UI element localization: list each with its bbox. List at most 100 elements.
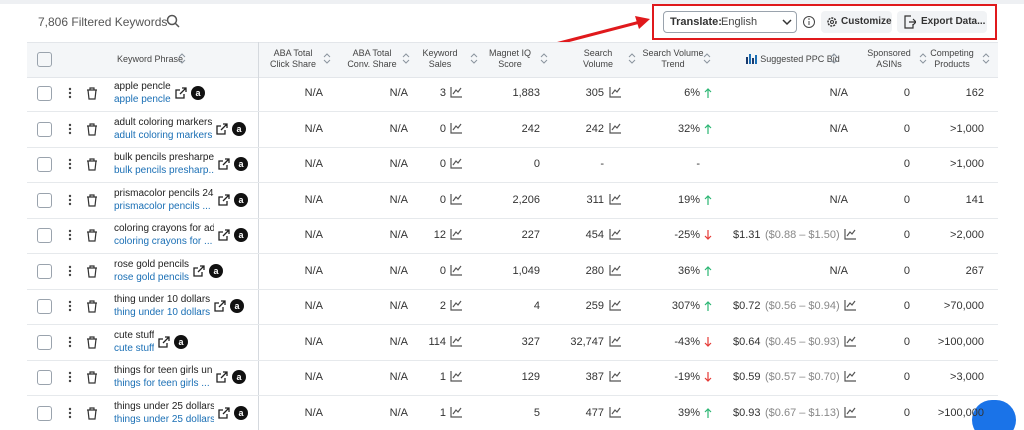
volume-chart-icon[interactable] bbox=[609, 299, 622, 314]
volume-chart-icon[interactable] bbox=[609, 86, 622, 101]
sales-chart-icon[interactable] bbox=[450, 299, 463, 314]
sales-chart-icon[interactable] bbox=[450, 122, 463, 137]
row-checkbox[interactable] bbox=[37, 228, 52, 243]
export-button[interactable]: Export Data... bbox=[897, 11, 987, 33]
sales-chart-icon[interactable] bbox=[450, 157, 463, 172]
row-menu[interactable] bbox=[68, 336, 72, 351]
volume-chart-icon[interactable] bbox=[609, 264, 622, 279]
sort-icon[interactable] bbox=[323, 53, 331, 67]
volume-trend: -43% bbox=[674, 335, 700, 348]
delete-icon[interactable] bbox=[86, 122, 98, 139]
sort-icon[interactable] bbox=[402, 53, 410, 67]
volume-chart-icon[interactable] bbox=[609, 335, 622, 350]
row-checkbox[interactable] bbox=[37, 121, 52, 137]
search-icon[interactable] bbox=[166, 14, 180, 28]
volume-chart-icon[interactable] bbox=[609, 228, 622, 243]
amazon-icon[interactable]: a bbox=[209, 263, 223, 281]
row-checkbox[interactable] bbox=[37, 370, 52, 385]
ppc-chart-icon[interactable] bbox=[844, 406, 857, 421]
row-menu[interactable] bbox=[68, 229, 72, 244]
delete-icon[interactable] bbox=[86, 371, 98, 387]
row-checkbox[interactable] bbox=[37, 334, 52, 350]
row-menu[interactable] bbox=[68, 371, 72, 386]
volume-trend: 39% bbox=[677, 406, 700, 419]
delete-icon[interactable] bbox=[86, 229, 98, 245]
row-menu[interactable] bbox=[68, 265, 72, 280]
delete-icon[interactable] bbox=[86, 158, 98, 174]
customize-button[interactable]: Customize bbox=[821, 11, 892, 33]
external-link[interactable] bbox=[218, 406, 230, 422]
sort-icon[interactable] bbox=[540, 53, 548, 67]
volume-chart-icon[interactable] bbox=[609, 370, 622, 385]
sort-icon[interactable] bbox=[178, 53, 186, 67]
volume-chart-icon[interactable] bbox=[609, 406, 622, 421]
row-checkbox[interactable] bbox=[37, 263, 52, 279]
row-menu[interactable] bbox=[68, 123, 72, 138]
row-menu[interactable] bbox=[68, 158, 72, 173]
delete-icon[interactable] bbox=[86, 335, 98, 352]
column-header: Keyword Phrase bbox=[116, 54, 184, 64]
row-menu[interactable] bbox=[68, 300, 72, 315]
trend-arrow bbox=[704, 87, 712, 102]
ppc-chart-icon[interactable] bbox=[844, 370, 857, 385]
volume-chart-icon[interactable] bbox=[609, 122, 622, 137]
sales-chart-icon[interactable] bbox=[450, 264, 463, 279]
ppc-chart-icon[interactable] bbox=[844, 335, 857, 350]
chat-bubble[interactable] bbox=[972, 400, 1016, 430]
row-menu[interactable] bbox=[68, 87, 72, 102]
amazon-icon[interactable]: a bbox=[232, 121, 246, 139]
row-checkbox[interactable] bbox=[37, 299, 52, 314]
row-checkbox[interactable] bbox=[37, 192, 52, 208]
ppc-chart-icon[interactable] bbox=[844, 228, 857, 243]
sales-chart-icon[interactable] bbox=[450, 335, 463, 350]
row-menu[interactable] bbox=[68, 194, 72, 209]
top-strip bbox=[0, 0, 1024, 4]
sort-icon[interactable] bbox=[470, 53, 478, 67]
volume-trend: - bbox=[696, 158, 700, 170]
external-link[interactable] bbox=[218, 158, 230, 173]
external-link[interactable] bbox=[214, 300, 226, 315]
row-checkbox[interactable] bbox=[37, 405, 52, 421]
delete-icon[interactable] bbox=[86, 87, 98, 103]
ppc-chart-icon[interactable] bbox=[844, 299, 857, 314]
amazon-icon[interactable]: a bbox=[232, 370, 246, 387]
sort-icon[interactable] bbox=[628, 53, 636, 67]
sales-chart-icon[interactable] bbox=[450, 86, 463, 101]
amazon-icon[interactable]: a bbox=[174, 334, 188, 352]
row-checkbox[interactable] bbox=[37, 86, 52, 101]
amazon-icon[interactable]: a bbox=[230, 299, 244, 316]
amazon-icon[interactable]: a bbox=[234, 157, 248, 174]
row-checkbox[interactable] bbox=[37, 157, 52, 172]
select-all-checkbox[interactable] bbox=[37, 52, 52, 67]
delete-icon[interactable] bbox=[86, 193, 98, 210]
amazon-icon[interactable]: a bbox=[234, 228, 248, 245]
customize-label: Customize bbox=[841, 16, 892, 27]
info-icon[interactable] bbox=[802, 15, 816, 29]
delete-icon[interactable] bbox=[86, 300, 98, 316]
volume-trend: -19% bbox=[674, 371, 700, 383]
sales-chart-icon[interactable] bbox=[450, 228, 463, 243]
sales-chart-icon[interactable] bbox=[450, 370, 463, 385]
external-link[interactable] bbox=[216, 371, 228, 386]
amazon-icon[interactable]: a bbox=[234, 405, 248, 423]
external-link[interactable] bbox=[218, 193, 230, 209]
external-link[interactable] bbox=[218, 229, 230, 244]
sort-icon[interactable] bbox=[982, 53, 990, 67]
sort-icon[interactable] bbox=[830, 53, 838, 67]
amazon-icon[interactable]: a bbox=[234, 192, 248, 210]
volume-chart-icon[interactable] bbox=[609, 193, 622, 208]
sort-icon[interactable] bbox=[919, 53, 927, 67]
external-link[interactable] bbox=[175, 87, 187, 102]
competing-products: >1,000 bbox=[950, 158, 984, 170]
amazon-icon[interactable]: a bbox=[191, 86, 205, 103]
external-link[interactable] bbox=[158, 335, 170, 351]
external-link[interactable] bbox=[216, 122, 228, 138]
sort-icon[interactable] bbox=[703, 53, 711, 67]
sales-chart-icon[interactable] bbox=[450, 193, 463, 208]
delete-icon[interactable] bbox=[86, 406, 98, 423]
sales-chart-icon[interactable] bbox=[450, 406, 463, 421]
delete-icon[interactable] bbox=[86, 264, 98, 281]
external-link[interactable] bbox=[193, 264, 205, 280]
translate-select[interactable]: Translate: English bbox=[663, 11, 797, 33]
row-menu[interactable] bbox=[68, 407, 72, 422]
